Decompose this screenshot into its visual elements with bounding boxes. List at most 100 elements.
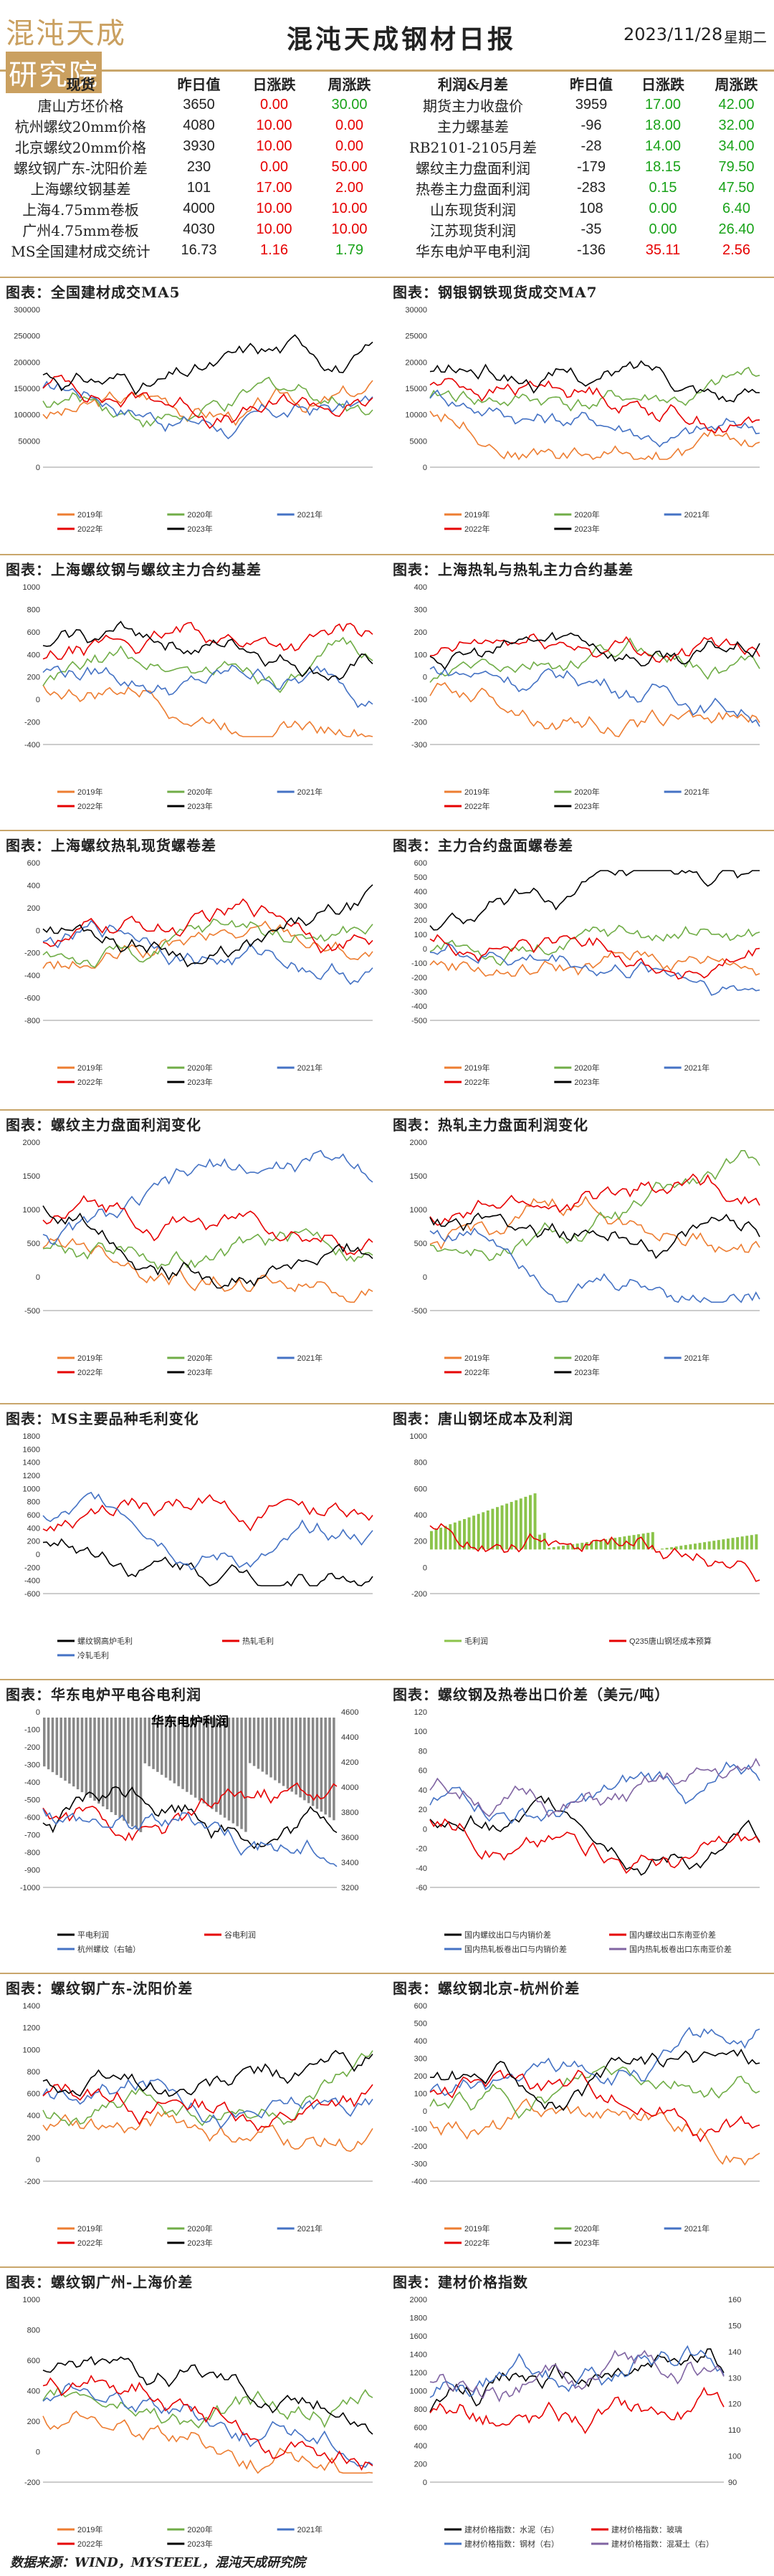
bar-mark bbox=[173, 1718, 176, 1783]
chart-title: 图表：上海螺纹热轧现货螺卷差 bbox=[6, 837, 216, 854]
bar-mark bbox=[227, 1718, 231, 1821]
table-cell: 1.16 bbox=[260, 242, 288, 258]
y-tick-label: -1000 bbox=[20, 1884, 40, 1892]
y-tick-label: -200 bbox=[411, 2142, 427, 2151]
bar-mark bbox=[324, 1718, 327, 1815]
legend-label: 2021年 bbox=[684, 2223, 710, 2233]
series-line bbox=[429, 1195, 760, 1253]
bar-mark bbox=[240, 1718, 243, 1829]
bar-mark bbox=[93, 1718, 96, 1801]
chart-plot: 1000 800 600 400 200 0 -200 毛利润 Q235唐山钢坯成本预算 bbox=[410, 1432, 760, 1646]
bar-mark bbox=[684, 1545, 687, 1550]
y-tick-label: 1000 bbox=[410, 2388, 427, 2396]
series-line bbox=[429, 950, 760, 977]
table-row: 螺纹钢广东-沈阳价差 230 0.00 50.00 bbox=[0, 157, 387, 178]
table-cell: 6.40 bbox=[722, 201, 750, 216]
table-row: 主力螺基差 -96 18.00 32.00 bbox=[391, 115, 774, 136]
legend-label: 2020年 bbox=[187, 787, 212, 797]
chart-plot: 600 500 400 300 200 100 0 -100 -200 -300 -400 2019年… bbox=[411, 2002, 760, 2247]
series-line bbox=[42, 1786, 338, 1849]
bar-mark bbox=[674, 1546, 678, 1550]
legend-label: 2019年 bbox=[464, 1353, 489, 1363]
y-tick-label: 120 bbox=[414, 1708, 427, 1717]
y-tick-label: 0 bbox=[36, 2155, 40, 2164]
bar-mark bbox=[72, 1718, 75, 1787]
series-line bbox=[429, 681, 760, 737]
legend-label: 2021年 bbox=[684, 1353, 710, 1363]
bar-mark bbox=[505, 1503, 509, 1550]
y-tick-label: 1500 bbox=[23, 1172, 40, 1181]
y-tick-label: -500 bbox=[24, 1796, 40, 1805]
bar-mark bbox=[139, 1718, 143, 1832]
table-row: 上海4.75mm卷板 4000 10.00 10.00 bbox=[0, 198, 387, 219]
chart-title: 图表：螺纹钢及热卷出口价差（美元/吨） bbox=[393, 1686, 670, 1703]
legend-label: 热轧毛利 bbox=[242, 1636, 274, 1646]
bar-mark bbox=[85, 1718, 88, 1796]
y-tick-label: -300 bbox=[411, 2160, 427, 2169]
y-tick-label: 500 bbox=[414, 2020, 427, 2029]
y-tick-label: 800 bbox=[27, 2327, 40, 2335]
table-row: 期货主力收盘价 3959 17.00 42.00 bbox=[391, 95, 774, 115]
bar-mark bbox=[161, 1718, 163, 1775]
series-line bbox=[42, 636, 373, 694]
series-line bbox=[42, 1194, 373, 1255]
y-tick-label: -800 bbox=[24, 1017, 40, 1025]
chart-plot: 2000180016001400120010008006004002000160… bbox=[410, 2296, 742, 2548]
bar-mark bbox=[458, 1521, 462, 1550]
y-tick-label: 100000 bbox=[14, 411, 40, 420]
bar-mark bbox=[215, 1718, 218, 1812]
chart-plot: 600 400 200 0 -200 -400 -600 -800 2019年 2020年 2021… bbox=[24, 859, 373, 1086]
y-tick-label: 0 bbox=[423, 945, 427, 954]
table-row: 华东电炉平电利润 -136 35.11 2.56 bbox=[391, 240, 774, 261]
table-row: 上海螺纹钢基差 101 17.00 2.00 bbox=[0, 178, 387, 198]
table-cell: 唐山方坯价格 bbox=[37, 97, 124, 115]
table-header-cell: 日涨跌 bbox=[641, 75, 684, 93]
table-cell: -96 bbox=[580, 118, 602, 133]
y-tick-label-right: 4600 bbox=[341, 1708, 358, 1717]
y-tick-label: 800 bbox=[27, 1498, 40, 1507]
table-cell: 50.00 bbox=[331, 159, 368, 175]
bar-mark bbox=[477, 1513, 480, 1550]
bar-mark bbox=[717, 1540, 720, 1550]
table-cell: 79.50 bbox=[718, 159, 755, 175]
table-cell: 10.00 bbox=[256, 201, 292, 216]
table-cell: 0.00 bbox=[649, 221, 677, 237]
table-cell: 4080 bbox=[183, 118, 215, 133]
bar-mark bbox=[320, 1718, 323, 1812]
bar-mark bbox=[89, 1718, 92, 1799]
bar-mark bbox=[434, 1529, 438, 1550]
table-row: 杭州螺纹20mm价格 4080 10.00 0.00 bbox=[0, 115, 387, 136]
bar-mark bbox=[703, 1542, 707, 1550]
y-tick-label-right: 130 bbox=[728, 2374, 741, 2383]
bar-mark bbox=[533, 1493, 537, 1550]
series-line bbox=[42, 919, 373, 985]
bar-mark bbox=[164, 1718, 168, 1778]
bar-mark bbox=[595, 1541, 598, 1550]
y-tick-label: -40 bbox=[416, 1864, 427, 1873]
y-tick-label: -400 bbox=[24, 1577, 40, 1586]
series-line bbox=[429, 924, 760, 967]
y-tick-label: 0 bbox=[36, 927, 40, 935]
table-cell: 10.00 bbox=[331, 221, 368, 237]
y-tick-label: 250000 bbox=[14, 332, 40, 341]
y-tick-label-right: 110 bbox=[728, 2426, 741, 2435]
y-tick-label: -400 bbox=[24, 972, 40, 980]
series-line bbox=[42, 918, 373, 969]
y-tick-label-right: 3400 bbox=[341, 1859, 358, 1867]
y-tick-label: -100 bbox=[411, 959, 427, 968]
y-tick-label: 20000 bbox=[405, 358, 427, 367]
table-cell: 3959 bbox=[575, 97, 608, 112]
bar-mark bbox=[315, 1718, 319, 1809]
legend-label: 2021年 bbox=[297, 509, 322, 519]
table-header-row: 利润&月差 昨日值 日涨跌 周涨跌 bbox=[391, 72, 774, 95]
bar-mark bbox=[303, 1718, 306, 1801]
bar-mark bbox=[727, 1538, 730, 1550]
bar-mark bbox=[661, 1548, 664, 1550]
bar-mark bbox=[252, 1718, 256, 1766]
legend-label: 2022年 bbox=[464, 801, 489, 810]
bar-mark bbox=[453, 1522, 457, 1550]
y-tick-label: -900 bbox=[24, 1867, 40, 1875]
table-cell: 期货主力收盘价 bbox=[423, 97, 523, 115]
y-tick-label: 400 bbox=[414, 888, 427, 896]
series-line bbox=[42, 1491, 373, 1571]
